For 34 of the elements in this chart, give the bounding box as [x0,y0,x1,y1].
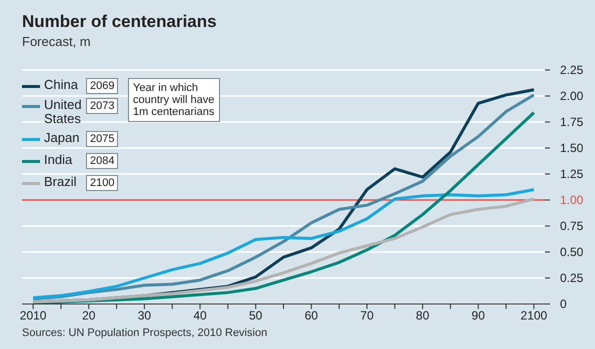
legend-label: China [44,77,79,92]
y-tick-label: 0.25 [560,271,584,285]
chart-subtitle: Forecast, m [22,34,91,49]
y-tick-label: 2.00 [560,89,584,103]
y-tick-label: 1.00 [560,193,584,207]
y-tick-label: 1.25 [560,167,584,181]
annotation: 2084 [86,153,118,169]
legend-label: Japan [44,130,80,145]
x-tick-label: 80 [416,308,430,323]
x-tick-label: 30 [138,308,152,323]
annotation: 2075 [86,131,118,147]
annotation: 2100 [86,175,118,191]
x-tick-label: 50 [249,308,263,323]
x-tick-label: 20 [82,308,96,323]
source-note: Sources: UN Population Prospects, 2010 Revision [22,327,268,339]
x-tick-label: 2010 [20,308,47,323]
y-tick-label: 0.50 [560,245,584,259]
x-tick-label: 70 [360,308,374,323]
x-tick-label: 60 [304,308,318,323]
x-tick-label: 2100 [520,308,548,323]
y-tick-label: 1.75 [560,115,584,129]
annotation: Year in which country will have 1m centenarians [128,78,220,122]
y-tick-label: 1.50 [560,141,584,155]
legend-label: India [44,152,74,167]
annotation: 2069 [86,78,118,94]
x-tick-label: 90 [472,308,486,323]
legend-label: Brazil [44,174,78,189]
chart-title: Number of centenarians [22,12,217,32]
annotation: 2073 [86,98,118,114]
y-tick-label: 2.25 [560,63,584,77]
legend-label: United States [44,97,83,126]
y-tick-label: 0 [560,297,567,311]
x-tick-label: 40 [193,308,208,323]
y-tick-label: 0.75 [560,219,584,233]
